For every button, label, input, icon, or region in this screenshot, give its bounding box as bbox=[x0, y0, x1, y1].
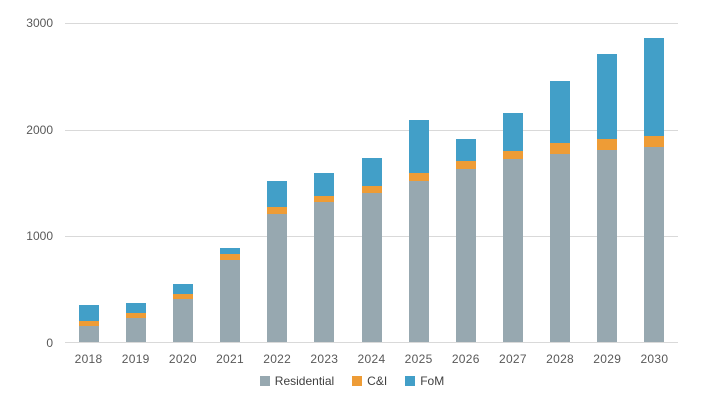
x-axis-line bbox=[65, 342, 678, 343]
x-axis-tick-label: 2019 bbox=[121, 352, 150, 366]
bar-segment-c-i bbox=[597, 138, 618, 150]
bar-2028 bbox=[550, 80, 571, 342]
legend-item-fom: FoM bbox=[405, 374, 444, 388]
bar-segment-c-i bbox=[314, 195, 335, 203]
legend-label: C&I bbox=[367, 374, 388, 388]
bar-2030 bbox=[644, 38, 665, 342]
bar-segment-fom bbox=[220, 248, 241, 255]
bar-segment-fom bbox=[408, 120, 429, 173]
bar-segment-residential bbox=[78, 326, 99, 342]
bar-segment-fom bbox=[597, 54, 618, 139]
legend-label: Residential bbox=[274, 374, 335, 388]
bar-segment-residential bbox=[550, 153, 571, 342]
x-axis-tick-label: 2027 bbox=[498, 352, 527, 366]
bar-segment-residential bbox=[314, 202, 335, 342]
bar-segment-residential bbox=[408, 181, 429, 342]
y-axis-tick-label: 0 bbox=[46, 336, 53, 350]
bar-2021 bbox=[220, 248, 241, 342]
x-axis-tick-label: 2022 bbox=[263, 352, 292, 366]
bar-segment-fom bbox=[314, 172, 335, 196]
bar-2024 bbox=[361, 158, 382, 342]
bar-segment-c-i bbox=[550, 143, 571, 154]
legend-marker-c-i bbox=[352, 376, 363, 386]
bar-segment-fom bbox=[267, 180, 288, 208]
bar-segment-c-i bbox=[220, 254, 241, 260]
x-axis-tick-label: 2028 bbox=[546, 352, 575, 366]
bar-2029 bbox=[597, 54, 618, 342]
bar-segment-fom bbox=[455, 138, 476, 162]
bar-segment-residential bbox=[267, 214, 288, 342]
x-axis-tick-label: 2026 bbox=[451, 352, 480, 366]
bar-segment-fom bbox=[644, 38, 665, 136]
bar-segment-fom bbox=[361, 158, 382, 187]
bar-segment-c-i bbox=[502, 150, 523, 159]
bar-segment-residential bbox=[455, 169, 476, 342]
legend-label: FoM bbox=[420, 374, 445, 388]
bar-2026 bbox=[455, 138, 476, 342]
bar-2018 bbox=[78, 304, 99, 342]
bar-segment-residential bbox=[220, 259, 241, 342]
legend-item-residential: Residential bbox=[259, 374, 335, 388]
bar-segment-residential bbox=[597, 150, 618, 342]
bar-segment-residential bbox=[125, 318, 146, 342]
legend-marker-residential bbox=[259, 376, 270, 386]
bar-segment-residential bbox=[172, 298, 193, 342]
x-axis-tick-label: 2021 bbox=[216, 352, 244, 366]
x-axis-tick-label: 2018 bbox=[74, 352, 103, 366]
x-axis-tick-label: 2024 bbox=[357, 352, 386, 366]
bar-segment-fom bbox=[78, 304, 99, 321]
bar-segment-residential bbox=[361, 192, 382, 342]
y-axis-tick-label: 2000 bbox=[26, 122, 53, 137]
bar-2027 bbox=[502, 112, 523, 342]
legend-item-c-i: C&I bbox=[352, 374, 387, 388]
bar-segment-c-i bbox=[125, 312, 146, 318]
bar-segment-fom bbox=[125, 302, 146, 313]
y-axis-tick-label: 3000 bbox=[26, 16, 53, 30]
gridline bbox=[65, 129, 678, 131]
bar-2020 bbox=[172, 283, 193, 342]
bar-2025 bbox=[408, 120, 429, 342]
gridline bbox=[65, 23, 678, 24]
bar-segment-c-i bbox=[455, 161, 476, 170]
y-axis-tick-label: 1000 bbox=[26, 229, 53, 244]
x-axis-tick-label: 2029 bbox=[593, 352, 622, 366]
x-axis-tick-label: 2020 bbox=[168, 352, 197, 366]
bar-2023 bbox=[314, 172, 335, 342]
bar-segment-c-i bbox=[361, 186, 382, 193]
bar-segment-fom bbox=[502, 112, 523, 151]
plot-area bbox=[65, 23, 678, 343]
bar-segment-c-i bbox=[408, 172, 429, 182]
bar-segment-fom bbox=[172, 283, 193, 295]
bar-segment-fom bbox=[550, 80, 571, 144]
bar-segment-c-i bbox=[78, 320, 99, 326]
bar-2022 bbox=[267, 180, 288, 342]
legend: Residential C&I FoM bbox=[0, 374, 704, 388]
bar-segment-residential bbox=[644, 146, 665, 342]
x-axis-tick-label: 2023 bbox=[310, 352, 339, 366]
bar-segment-c-i bbox=[267, 207, 288, 214]
x-axis-tick-label: 2025 bbox=[404, 352, 433, 366]
bar-segment-c-i bbox=[172, 294, 193, 299]
bar-2019 bbox=[125, 302, 146, 342]
bar-segment-residential bbox=[502, 158, 523, 342]
x-axis-tick-label: 2030 bbox=[640, 352, 669, 366]
legend-marker-fom bbox=[405, 376, 416, 386]
bar-segment-c-i bbox=[644, 135, 665, 147]
